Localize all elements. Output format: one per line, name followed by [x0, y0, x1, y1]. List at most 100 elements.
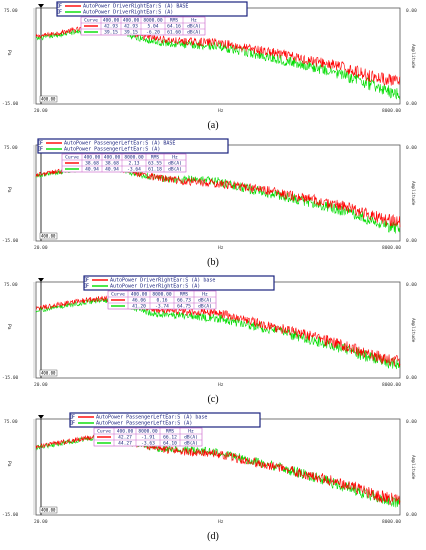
legend-checkbox-icon[interactable] — [38, 146, 41, 151]
table-header-cell: Hz — [191, 18, 197, 24]
legend-prefix: F — [72, 415, 75, 421]
y-top-label: 75.00 — [4, 419, 18, 425]
legend-checkbox-icon[interactable] — [57, 9, 60, 14]
x-left-label: 20.00 — [34, 108, 48, 114]
table-header-cell: Curve — [111, 292, 125, 298]
table-cell-border — [182, 28, 206, 36]
table-cell: -3.74 — [155, 304, 169, 310]
legend-checkbox-icon[interactable] — [84, 283, 87, 288]
table-cell: -1.91 — [141, 435, 155, 441]
y-axis-label: Pa — [6, 50, 12, 56]
y-bottom-label: -15.00 — [2, 238, 19, 244]
table-cell: 64.16 — [167, 24, 181, 30]
table-header-cell: 400.00 — [117, 429, 134, 435]
table-cell: 64.75 — [177, 304, 191, 310]
legend-box — [37, 138, 229, 154]
legend-prefix: F — [59, 4, 62, 10]
x-axis-label: Hz — [218, 245, 224, 251]
y-top-label: 75.00 — [4, 8, 18, 14]
x-right-label: 8000.00 — [382, 108, 401, 114]
x-right-label: 8000.00 — [382, 245, 401, 251]
legend-checkbox-icon[interactable] — [70, 420, 73, 425]
chart-panel-c: 75.00 -15.00 Pa 0.00 0.00 Amplitude 20.00 Hz 800… — [0, 274, 426, 411]
legend-checkbox-icon[interactable] — [84, 277, 87, 282]
table-cell: 38.68 — [105, 161, 119, 167]
cursor-marker-icon[interactable] — [38, 415, 44, 419]
legend-prefix: F — [40, 147, 43, 153]
y-right-bottom-label: 0.00 — [406, 512, 417, 518]
legend-box — [56, 1, 248, 17]
y-right-top-label: 0.00 — [406, 145, 417, 151]
y-right-bottom-label: 0.00 — [406, 101, 417, 107]
y-bottom-label: -15.00 — [2, 512, 19, 518]
legend-prefix: F — [72, 421, 75, 427]
x-left-label: 20.00 — [34, 519, 48, 525]
table-cell: 44.27 — [118, 441, 132, 447]
table-header-cell: 8000.00 — [124, 155, 144, 161]
table-cell: 42.93 — [104, 24, 118, 30]
table-cell: 63.55 — [148, 161, 162, 167]
y-right-bottom-label: 0.00 — [406, 375, 417, 381]
legend-box — [83, 275, 275, 291]
legend-prefix: F — [86, 278, 89, 284]
table-header-cell: Hz — [188, 429, 194, 435]
table-cell: dB(A) — [198, 304, 212, 310]
table-header-cell: RMS — [180, 292, 189, 298]
table-cell-border — [179, 439, 203, 447]
chart-svg: 75.00 -15.00 Pa 0.00 0.00 Amplitude 20.00 Hz 800… — [2, 275, 417, 388]
y-bottom-label: -15.00 — [2, 101, 19, 107]
x-right-label: 8000.00 — [382, 519, 401, 525]
table-header-cell: 8000.00 — [138, 429, 158, 435]
series-line-base — [35, 295, 401, 367]
legend-entry: AutoPower DriverRightEar:S (A) — [83, 10, 173, 16]
plot-frame — [35, 281, 401, 379]
legend-checkbox-icon[interactable] — [38, 140, 41, 145]
table-header-cell: 400.00 — [123, 18, 140, 24]
legend-entry: AutoPower PassengerLeftEar:S (A) — [96, 421, 192, 427]
x-left-label: 20.00 — [34, 382, 48, 388]
legend-prefix: F — [59, 10, 62, 16]
table-cell: dB(A) — [187, 24, 201, 30]
legend-box — [69, 412, 261, 428]
table-header-cell: RMS — [151, 155, 160, 161]
chart-svg: 75.00 -15.00 Pa 0.00 0.00 Amplitude 20.00 Hz 800… — [2, 412, 417, 525]
plot-frame — [35, 418, 401, 516]
y-axis-label: Pa — [6, 461, 12, 467]
table-header-cell: 400.00 — [84, 155, 101, 161]
table-header-cell: 8000.00 — [143, 18, 163, 24]
cursor-marker-icon[interactable] — [38, 4, 44, 8]
x-axis-label: Hz — [218, 108, 224, 114]
chart-panel-b: 75.00 -15.00 Pa 0.00 0.00 Amplitude 20.00 Hz 800… — [0, 137, 426, 274]
y-right-axis-label: Amplitude — [410, 318, 416, 343]
table-header-cell: 400.00 — [131, 292, 148, 298]
table-cell: 39.15 — [124, 30, 138, 36]
table-cell-border — [163, 165, 187, 173]
chart-panel-a: 75.00 -15.00 Pa 0.00 0.00 Amplitude 20.00 Hz 800… — [0, 0, 426, 137]
legend-checkbox-icon[interactable] — [57, 3, 60, 8]
y-axis-label: Pa — [6, 187, 12, 193]
table-cell: 61.60 — [167, 30, 181, 36]
y-bottom-label: -15.00 — [2, 375, 19, 381]
cursor-readout-box — [39, 506, 58, 514]
table-cell: 2.13 — [128, 161, 139, 167]
table-cell: 46.06 — [132, 298, 146, 304]
legend-prefix: F — [40, 141, 43, 147]
table-header-cell: Curve — [84, 18, 98, 24]
cursor-marker-icon[interactable] — [38, 278, 44, 282]
table-cell: 39.15 — [104, 30, 118, 36]
chart-panel-d: 75.00 -15.00 Pa 0.00 0.00 Amplitude 20.00 Hz 800… — [0, 411, 426, 548]
table-header-cell: Hz — [172, 155, 178, 161]
table-header-cell: RMS — [170, 18, 179, 24]
table-header-cell: Hz — [202, 292, 208, 298]
table-cell: -3.63 — [141, 441, 155, 447]
cursor-readout-box — [39, 369, 58, 377]
table-cell: 64.10 — [163, 441, 177, 447]
legend-checkbox-icon[interactable] — [70, 414, 73, 419]
panel-caption: (b) — [207, 257, 219, 268]
table-cell: 0.16 — [156, 298, 167, 304]
x-axis-label: Hz — [218, 519, 224, 525]
table-cell: dB(A) — [168, 161, 182, 167]
table-cell: 42.93 — [124, 24, 138, 30]
table-header-cell: 8000.00 — [152, 292, 172, 298]
legend-entry: AutoPower PassengerLeftEar:S (A) — [64, 147, 160, 153]
